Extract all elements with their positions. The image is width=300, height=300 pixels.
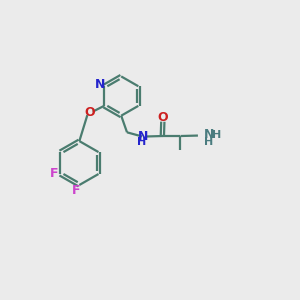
Text: O: O [158,111,168,124]
Text: F: F [72,184,80,196]
Text: N: N [138,130,148,142]
Text: O: O [84,106,95,119]
Text: H: H [212,130,221,140]
Text: F: F [50,167,58,180]
Text: H: H [204,137,213,147]
Text: N: N [204,128,214,141]
Text: H: H [137,137,147,147]
Text: N: N [95,78,106,91]
